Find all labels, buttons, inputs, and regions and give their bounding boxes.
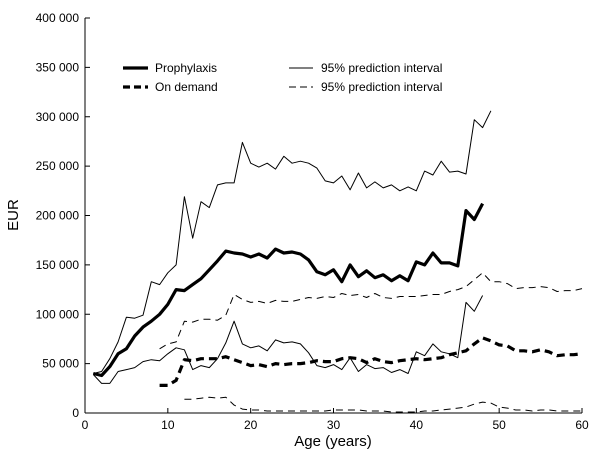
y-tick-label: 400 000 (36, 11, 80, 25)
legend: Prophylaxis 95% prediction interval On d… (123, 61, 442, 94)
series-line-on-demand-upper (159, 272, 583, 350)
series-line-on-demand (159, 336, 583, 387)
y-tick-label: 300 000 (36, 110, 80, 124)
x-tick-label: 0 (82, 418, 89, 432)
y-tick-label: 0 (72, 406, 79, 420)
x-tick-label: 60 (575, 418, 589, 432)
y-ticks: 0 50 000 100 000 150 000 200 000 250 000 300 0… (36, 11, 90, 420)
x-tick-label: 40 (410, 418, 424, 432)
x-ticks: 0 10 20 30 40 50 60 (82, 408, 589, 432)
x-tick-label: 10 (161, 418, 175, 432)
legend-label-on-demand: On demand (155, 80, 218, 94)
series-line-prophylaxis-upper (93, 110, 492, 374)
legend-label-prophylaxis-interval: 95% prediction interval (321, 61, 442, 75)
legend-label-prophylaxis: Prophylaxis (155, 61, 217, 75)
legend-item-on-demand-interval: 95% prediction interval (289, 80, 442, 94)
legend-label-on-demand-interval: 95% prediction interval (321, 80, 442, 94)
series-line-prophylaxis-lower (92, 295, 484, 384)
x-tick-label: 20 (244, 418, 258, 432)
legend-item-on-demand: On demand (123, 80, 218, 94)
y-axis-title: EUR (5, 199, 22, 231)
series-line-prophylaxis (92, 202, 485, 378)
series-layer (92, 110, 583, 413)
series-line-on-demand-lower (184, 396, 582, 413)
axes: 0 10 20 30 40 50 60 0 50 000 100 000 150 000 200 0… (36, 11, 589, 432)
y-tick-label: 350 000 (36, 60, 80, 74)
y-tick-label: 250 000 (36, 159, 80, 173)
y-tick-label: 50 000 (42, 357, 79, 371)
y-tick-label: 100 000 (36, 307, 80, 321)
x-axis-title: Age (years) (294, 433, 372, 450)
y-tick-label: 200 000 (36, 209, 80, 223)
x-tick-label: 30 (327, 418, 341, 432)
y-tick-label: 150 000 (36, 258, 80, 272)
legend-item-prophylaxis: Prophylaxis (123, 61, 217, 75)
legend-item-prophylaxis-interval: 95% prediction interval (289, 61, 442, 75)
x-tick-label: 50 (492, 418, 506, 432)
